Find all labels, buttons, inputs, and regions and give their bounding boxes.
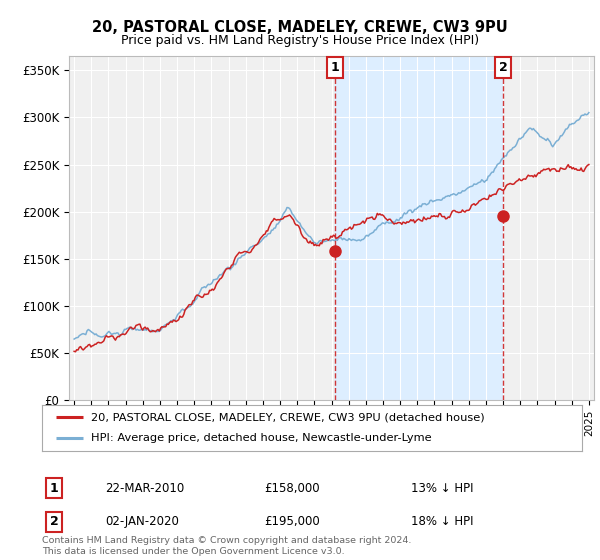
Text: 18% ↓ HPI: 18% ↓ HPI [411,515,473,529]
Text: 1: 1 [50,482,58,495]
Text: Price paid vs. HM Land Registry's House Price Index (HPI): Price paid vs. HM Land Registry's House … [121,34,479,46]
Text: 2: 2 [499,61,508,74]
Bar [335,56,503,400]
Text: 22-MAR-2010: 22-MAR-2010 [105,482,184,495]
Text: 2: 2 [50,515,58,529]
Text: 20, PASTORAL CLOSE, MADELEY, CREWE, CW3 9PU: 20, PASTORAL CLOSE, MADELEY, CREWE, CW3 … [92,20,508,35]
Text: 1: 1 [331,61,340,74]
Text: HPI: Average price, detached house, Newcastle-under-Lyme: HPI: Average price, detached house, Newc… [91,433,431,444]
Text: £158,000: £158,000 [264,482,320,495]
Text: £195,000: £195,000 [264,515,320,529]
Text: 20, PASTORAL CLOSE, MADELEY, CREWE, CW3 9PU (detached house): 20, PASTORAL CLOSE, MADELEY, CREWE, CW3 … [91,412,484,422]
Text: 13% ↓ HPI: 13% ↓ HPI [411,482,473,495]
Text: 02-JAN-2020: 02-JAN-2020 [105,515,179,529]
Text: Contains HM Land Registry data © Crown copyright and database right 2024.
This d: Contains HM Land Registry data © Crown c… [42,536,412,556]
